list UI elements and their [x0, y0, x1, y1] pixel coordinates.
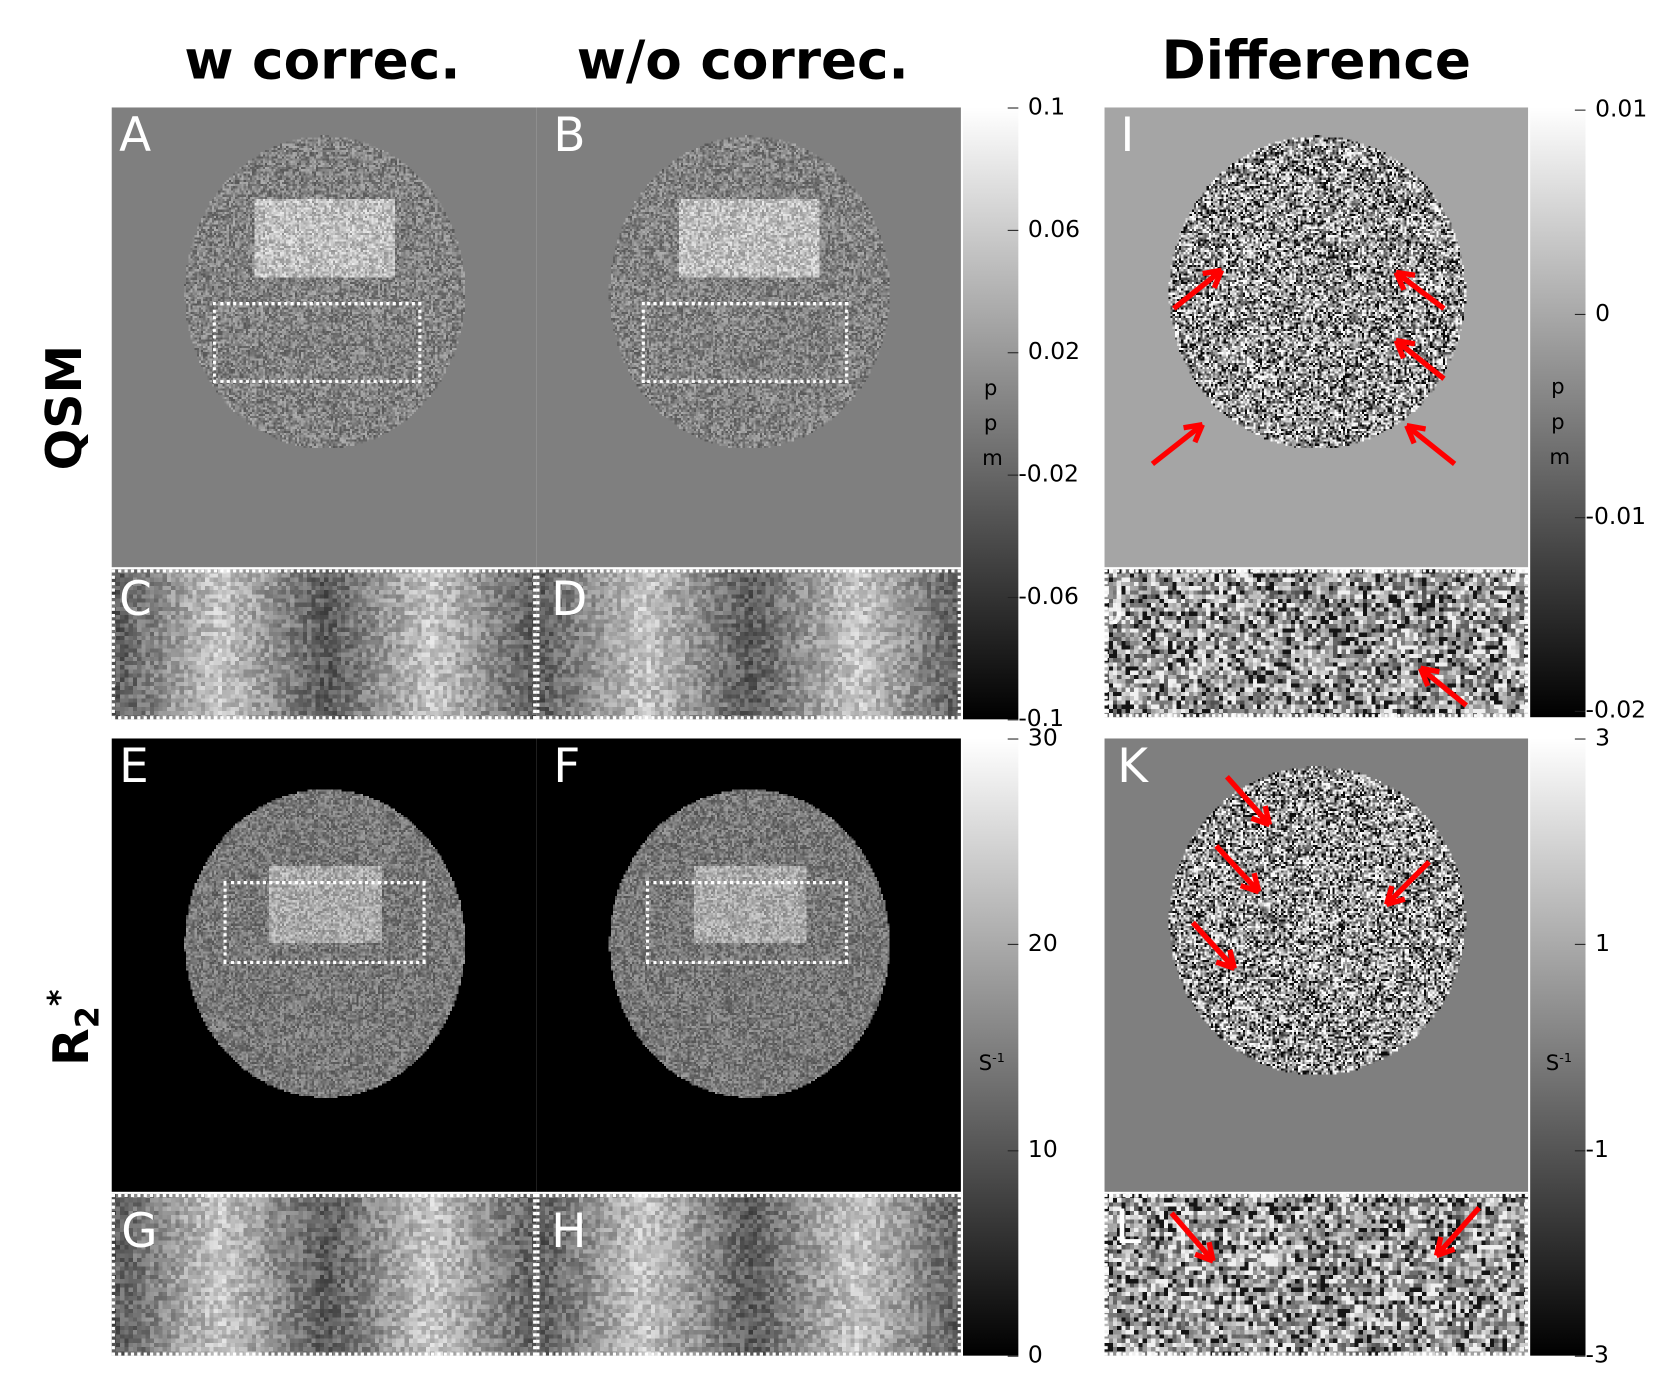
colorbar-tick-mark: [1007, 719, 1019, 721]
column-title-difference: Difference: [1161, 29, 1472, 92]
panel-label-j: J: [1111, 572, 1126, 627]
panel-label-i: I: [1120, 108, 1135, 163]
colorbar-tick-label: -0.06: [1018, 583, 1079, 611]
colorbar-tick-label: 1: [1595, 930, 1610, 958]
colorbar-r2star-difference: [1530, 738, 1586, 1356]
panel-k-r2star-difference: [1104, 738, 1529, 1192]
colorbar-tick-mark: [1574, 313, 1586, 315]
strip-border-h: [536, 1193, 961, 1356]
panel-b-qsm-without-correction: [536, 107, 961, 568]
unit-letter: m: [1549, 444, 1571, 470]
panel-label-h: H: [551, 1204, 587, 1259]
colorbar-tick-label: -0.02: [1585, 697, 1647, 725]
unit-letter: p: [983, 374, 998, 401]
colorbar-tick-mark: [1574, 711, 1586, 713]
colorbar-tick-label: -0.01: [1585, 504, 1647, 531]
colorbar-tick-label: -1: [1585, 1136, 1609, 1164]
colorbar-tick-label: 0.01: [1595, 96, 1648, 123]
colorbar-tick-label: 0.1: [1027, 94, 1066, 121]
colorbar-r2star: [963, 738, 1019, 1356]
colorbar-tick-label: 30: [1027, 725, 1058, 752]
panel-label-d: D: [551, 572, 588, 627]
colorbar-tick-mark: [1007, 738, 1019, 740]
colorbar-tick-mark: [1574, 109, 1586, 111]
panel-i-qsm-difference: [1104, 107, 1529, 568]
strip-border-d: [536, 569, 961, 720]
panel-label-k: K: [1117, 739, 1149, 794]
colorbar-tick-mark: [1007, 1355, 1019, 1357]
colorbar-qsm: [963, 107, 1019, 720]
colorbar-unit-label: S-1: [1543, 1041, 1575, 1081]
colorbar-tick-mark: [1007, 944, 1019, 946]
row-label-qsm: QSM: [35, 344, 93, 471]
strip-border-j: [1104, 569, 1529, 718]
panel-g-zoom: [111, 1193, 537, 1356]
colorbar-tick-mark: [1574, 517, 1586, 519]
colorbar-tick-label: 3: [1595, 725, 1610, 752]
colorbar-tick-label: 0.06: [1027, 216, 1081, 244]
roi-box-b: [641, 302, 849, 384]
colorbar-tick-label: -0.1: [1018, 706, 1065, 733]
colorbar-tick-mark: [1007, 107, 1019, 109]
unit-base: S: [1545, 1050, 1560, 1076]
colorbar-tick-label: 20: [1027, 930, 1058, 958]
strip-border-g: [111, 1193, 537, 1356]
panel-label-c: C: [119, 572, 152, 627]
roi-box-f: [645, 881, 849, 965]
roi-box-e: [223, 881, 426, 965]
panel-label-e: E: [119, 739, 149, 794]
column-title-with-correction: w correc.: [184, 29, 461, 92]
panel-c-zoom: [111, 569, 537, 720]
unit-letter: p: [983, 409, 998, 436]
colorbar-tick-label: -0.02: [1018, 461, 1079, 488]
colorbar-tick-mark: [1574, 1149, 1586, 1151]
strip-border-l: [1104, 1193, 1529, 1356]
panel-label-g: G: [121, 1204, 158, 1259]
panel-e-r2star-with-correction: [111, 738, 537, 1192]
colorbar-tick-mark: [1007, 1149, 1019, 1151]
unit-letter: m: [982, 445, 1003, 471]
colorbar-unit-label: S-1: [976, 1041, 1008, 1081]
unit-exponent: -1: [1559, 1050, 1573, 1066]
colorbar-tick-mark: [1574, 738, 1586, 740]
colorbar-tick-mark: [1007, 229, 1019, 231]
strip-border-c: [111, 569, 537, 720]
panel-d-zoom: [536, 569, 961, 720]
r2star-superscript: *: [41, 989, 80, 1007]
roi-box-a: [212, 302, 422, 384]
colorbar-tick-label: 0.02: [1027, 338, 1081, 366]
colorbar-qsm-difference: [1530, 107, 1586, 718]
colorbar-tick-mark: [1574, 1355, 1586, 1357]
colorbar-tick-label: 0: [1595, 300, 1610, 327]
colorbar-tick-mark: [1574, 944, 1586, 946]
colorbar-tick-label: 10: [1027, 1136, 1058, 1164]
unit-letter: p: [1551, 373, 1565, 400]
colorbar-tick-label: -3: [1585, 1342, 1609, 1369]
panel-label-l: L: [1115, 1200, 1142, 1255]
column-title-without-correction: w/o correc.: [576, 29, 909, 92]
panel-label-f: F: [553, 739, 581, 794]
panel-label-a: A: [119, 108, 152, 163]
colorbar-tick-mark: [1007, 596, 1019, 599]
panel-h-zoom: [536, 1193, 961, 1356]
colorbar-tick-mark: [1007, 352, 1019, 354]
panel-f-r2star-without-correction: [536, 738, 961, 1192]
unit-letter: p: [1551, 409, 1565, 435]
row-label-r2star: R2*: [42, 974, 107, 1080]
colorbar-tick-label: 0: [1027, 1342, 1043, 1369]
panel-a-qsm-with-correction: [111, 107, 537, 568]
unit-base: S: [978, 1050, 993, 1076]
r2star-subscript: 2: [69, 1006, 108, 1029]
panel-label-b: B: [553, 108, 586, 163]
unit-exponent: -1: [992, 1050, 1005, 1066]
r2star-base: R: [42, 1028, 100, 1066]
colorbar-tick-mark: [1007, 474, 1019, 476]
